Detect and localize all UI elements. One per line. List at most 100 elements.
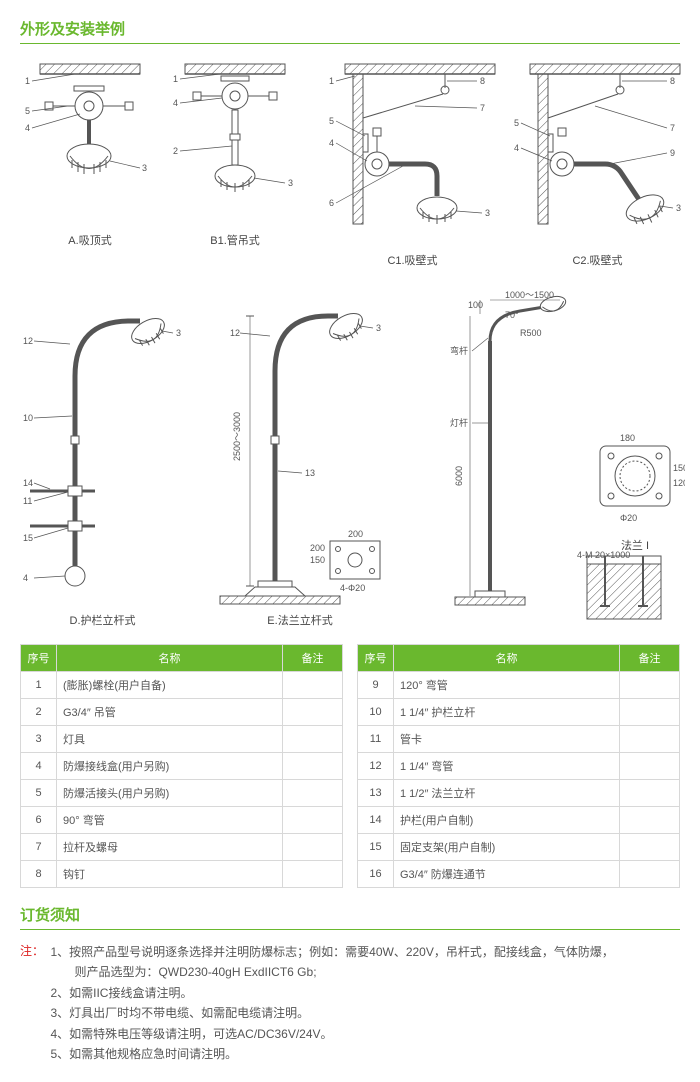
cell-name: 1 1/2″ 法兰立杆 bbox=[394, 780, 620, 807]
callout-b-3: 3 bbox=[288, 178, 293, 188]
svg-text:150: 150 bbox=[310, 555, 325, 565]
notes-block: 注： 1、按照产品型号说明逐条选择并注明防爆标志；例如：需要40W、220V，吊… bbox=[20, 942, 680, 1064]
svg-text:灯杆: 灯杆 bbox=[450, 417, 468, 428]
tables-wrap: 序号 名称 备注 1(膨胀)螺栓(用户自备)2G3/4″ 吊管3灯具4防爆接线盒… bbox=[20, 644, 680, 888]
table-row: 7拉杆及螺母 bbox=[21, 834, 343, 861]
note-item: 4、如需特殊电压等级请注明，可选AC/DC36V/24V。 bbox=[50, 1024, 613, 1044]
th-remark: 备注 bbox=[283, 645, 343, 672]
th-num: 序号 bbox=[21, 645, 57, 672]
cell-num: 3 bbox=[21, 726, 57, 753]
svg-text:100: 100 bbox=[468, 300, 483, 310]
svg-text:180: 180 bbox=[620, 433, 635, 443]
caption-A: A.吸顶式 bbox=[20, 232, 160, 248]
cell-remark bbox=[620, 807, 680, 834]
svg-text:12: 12 bbox=[230, 328, 240, 338]
diagram-tall-pole: 1000～1500 100 70° R500 弯杆 灯杆 6000 bbox=[420, 286, 570, 616]
svg-text:6: 6 bbox=[329, 198, 334, 208]
cell-num: 9 bbox=[358, 672, 394, 699]
svg-B1: 1 4 2 3 bbox=[170, 56, 300, 226]
cell-remark bbox=[283, 672, 343, 699]
table-row: 2G3/4″ 吊管 bbox=[21, 699, 343, 726]
parts-table-left: 序号 名称 备注 1(膨胀)螺栓(用户自备)2G3/4″ 吊管3灯具4防爆接线盒… bbox=[20, 644, 343, 888]
svg-C2: 5 4 8 7 9 3 bbox=[510, 56, 685, 246]
svg-text:3: 3 bbox=[676, 203, 681, 213]
th-remark-r: 备注 bbox=[620, 645, 680, 672]
svg-text:120: 120 bbox=[673, 478, 685, 488]
cell-remark bbox=[283, 780, 343, 807]
diagram-foundation: 4-M 20×1000 bbox=[575, 546, 685, 631]
notes-list: 1、按照产品型号说明逐条选择并注明防爆标志；例如：需要40W、220V，吊杆式，… bbox=[50, 942, 613, 1064]
parts-table-right: 序号 名称 备注 9120° 弯管101 1/4″ 护栏立杆11管卡121 1/… bbox=[357, 644, 680, 888]
cell-name: (膨胀)螺栓(用户自备) bbox=[57, 672, 283, 699]
cell-name: 防爆接线盒(用户另购) bbox=[57, 753, 283, 780]
caption-E: E.法兰立杆式 bbox=[200, 612, 400, 628]
cell-name: 120° 弯管 bbox=[394, 672, 620, 699]
svg-text:150: 150 bbox=[673, 463, 685, 473]
svg-text:4-M 20×1000: 4-M 20×1000 bbox=[577, 550, 630, 560]
svg-text:200: 200 bbox=[348, 529, 363, 539]
cell-name: 护栏(用户自制) bbox=[394, 807, 620, 834]
cell-num: 13 bbox=[358, 780, 394, 807]
cell-num: 5 bbox=[21, 780, 57, 807]
svg-text:4: 4 bbox=[514, 143, 519, 153]
svg-text:4: 4 bbox=[329, 138, 334, 148]
notes-prefix: 注： bbox=[20, 942, 44, 959]
svg-text:5: 5 bbox=[329, 116, 334, 126]
cell-name: 90° 弯管 bbox=[57, 807, 283, 834]
table-row: 4防爆接线盒(用户另购) bbox=[21, 753, 343, 780]
diagram-E: 2500～3000 12 3 13 200 150 bbox=[200, 286, 400, 628]
table-row: 14护栏(用户自制) bbox=[358, 807, 680, 834]
diagram-A: 1 5 4 3 A.吸顶式 bbox=[20, 56, 160, 248]
diagram-D: 12 3 10 14 11 15 4 D.护栏立杆式 bbox=[20, 286, 185, 628]
svg-text:6000: 6000 bbox=[454, 466, 464, 486]
svg-text:7: 7 bbox=[670, 123, 675, 133]
cell-num: 14 bbox=[358, 807, 394, 834]
table-row: 690° 弯管 bbox=[21, 807, 343, 834]
section-title-diagrams: 外形及安装举例 bbox=[20, 18, 680, 44]
svg-text:200: 200 bbox=[310, 543, 325, 553]
svg-text:5: 5 bbox=[514, 118, 519, 128]
caption-C1: C1.吸壁式 bbox=[325, 252, 500, 268]
cell-remark bbox=[283, 861, 343, 888]
dim-E-height: 2500～3000 bbox=[232, 412, 242, 461]
diagram-C1: 1 5 4 6 7 8 3 C1.吸壁式 bbox=[325, 56, 500, 268]
svg-text:15: 15 bbox=[23, 533, 33, 543]
cell-num: 8 bbox=[21, 861, 57, 888]
cell-name: 管卡 bbox=[394, 726, 620, 753]
svg-text:3: 3 bbox=[176, 328, 181, 338]
caption-C2: C2.吸壁式 bbox=[510, 252, 685, 268]
svg-C1: 1 5 4 6 7 8 3 bbox=[325, 56, 500, 246]
svg-text:9: 9 bbox=[670, 148, 675, 158]
svg-text:8: 8 bbox=[670, 76, 675, 86]
cell-num: 15 bbox=[358, 834, 394, 861]
cell-name: 防爆活接头(用户另购) bbox=[57, 780, 283, 807]
cell-name: 1 1/4″ 弯管 bbox=[394, 753, 620, 780]
svg-E: 2500～3000 12 3 13 200 150 bbox=[200, 286, 400, 606]
cell-remark bbox=[620, 753, 680, 780]
callout-b-1: 1 bbox=[173, 74, 178, 84]
table-row: 8钩钉 bbox=[21, 861, 343, 888]
cell-name: 钩钉 bbox=[57, 861, 283, 888]
th-num-r: 序号 bbox=[358, 645, 394, 672]
svg-text:70°: 70° bbox=[505, 310, 519, 320]
th-name-r: 名称 bbox=[394, 645, 620, 672]
note-item: 5、如需其他规格应急时间请注明。 bbox=[50, 1044, 613, 1064]
cell-name: 灯具 bbox=[57, 726, 283, 753]
cell-remark bbox=[620, 861, 680, 888]
cell-remark bbox=[620, 726, 680, 753]
caption-D: D.护栏立杆式 bbox=[20, 612, 185, 628]
cell-name: 拉杆及螺母 bbox=[57, 834, 283, 861]
diagram-B1: 1 4 2 3 B1.管吊式 bbox=[170, 56, 300, 248]
svg-text:3: 3 bbox=[485, 208, 490, 218]
cell-remark bbox=[620, 834, 680, 861]
table-row: 3灯具 bbox=[21, 726, 343, 753]
svg-text:14: 14 bbox=[23, 478, 33, 488]
cell-remark bbox=[283, 807, 343, 834]
svg-text:3: 3 bbox=[376, 323, 381, 333]
svg-A: 1 5 4 3 bbox=[20, 56, 160, 226]
callout-4: 4 bbox=[25, 123, 30, 133]
table-row: 1(膨胀)螺栓(用户自备) bbox=[21, 672, 343, 699]
cell-num: 6 bbox=[21, 807, 57, 834]
svg-text:4-Φ20: 4-Φ20 bbox=[340, 583, 365, 593]
table-row: 15固定支架(用户自制) bbox=[358, 834, 680, 861]
